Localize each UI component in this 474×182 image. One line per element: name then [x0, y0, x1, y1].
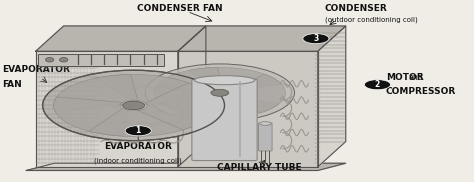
Ellipse shape	[194, 76, 255, 85]
Text: CONDENSER FAN: CONDENSER FAN	[137, 4, 223, 13]
Polygon shape	[154, 67, 223, 98]
Polygon shape	[188, 67, 282, 93]
Text: FAN: FAN	[2, 80, 22, 89]
Polygon shape	[138, 83, 214, 130]
Circle shape	[123, 101, 145, 110]
Polygon shape	[54, 97, 128, 136]
Circle shape	[365, 80, 391, 90]
Text: CONDENSER: CONDENSER	[325, 4, 388, 13]
Text: MOTOR: MOTOR	[386, 73, 423, 82]
Polygon shape	[95, 74, 209, 105]
FancyBboxPatch shape	[258, 123, 272, 151]
Text: 3: 3	[313, 34, 319, 43]
Circle shape	[43, 70, 225, 141]
Text: (indoor conditioning coil): (indoor conditioning coil)	[94, 157, 182, 164]
Polygon shape	[36, 51, 178, 167]
Polygon shape	[178, 51, 318, 167]
Text: EVAPORATOR: EVAPORATOR	[104, 142, 172, 151]
Circle shape	[211, 89, 229, 96]
Polygon shape	[178, 26, 346, 51]
Text: 1: 1	[136, 126, 141, 135]
Polygon shape	[318, 26, 346, 167]
Polygon shape	[183, 95, 279, 118]
Polygon shape	[54, 74, 138, 111]
Polygon shape	[223, 74, 285, 113]
Polygon shape	[178, 26, 206, 167]
Ellipse shape	[259, 122, 271, 125]
FancyBboxPatch shape	[38, 54, 164, 66]
Text: (outdoor conditioning coil): (outdoor conditioning coil)	[325, 16, 418, 23]
Circle shape	[125, 126, 151, 136]
Polygon shape	[89, 108, 206, 136]
Ellipse shape	[46, 58, 54, 62]
Polygon shape	[154, 86, 215, 118]
Text: 2: 2	[375, 80, 380, 89]
Circle shape	[303, 33, 329, 44]
Ellipse shape	[59, 58, 68, 62]
Polygon shape	[36, 26, 206, 51]
Circle shape	[145, 64, 294, 122]
Text: EVAPORATOR: EVAPORATOR	[2, 65, 71, 74]
Text: CAPILLARY TUBE: CAPILLARY TUBE	[217, 163, 302, 172]
FancyBboxPatch shape	[192, 79, 257, 161]
Text: and: and	[409, 73, 423, 82]
Text: COMPRESSOR: COMPRESSOR	[386, 87, 456, 96]
Polygon shape	[27, 163, 346, 171]
